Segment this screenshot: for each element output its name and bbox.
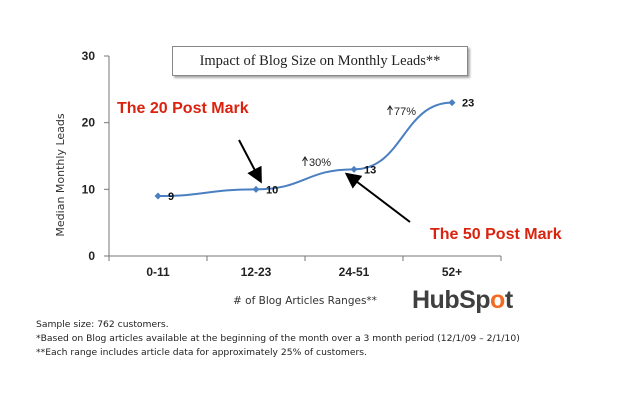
x-tick-label: 24-51 <box>339 265 370 279</box>
y-axis-label: Median Monthly Leads <box>54 113 67 236</box>
arrow-to-20-post-mark-icon <box>238 139 262 184</box>
chart-title-box: Impact of Blog Size on Monthly Leads** <box>172 46 468 76</box>
hubspot-logo: HubSpot <box>412 286 513 315</box>
footnote-asterisk-2: **Each range includes article data for a… <box>36 347 367 358</box>
pct-change-77-label: 77% <box>394 106 416 118</box>
logo-text-end: t <box>504 286 513 314</box>
pct-change-30: 30% <box>302 156 331 169</box>
x-axis-ticks: 0-11 12-23 24-51 52+ <box>108 256 502 279</box>
data-point <box>448 99 456 107</box>
series-line <box>157 101 453 197</box>
data-point <box>252 185 260 193</box>
y-tick-label: 20 <box>82 116 96 130</box>
y-axis-ticks: 0 10 20 30 <box>82 49 109 263</box>
annotation-20-post-mark: The 20 Post Mark <box>117 100 249 117</box>
annotation-50-post-mark: The 50 Post Mark <box>430 226 562 243</box>
footnotes: Sample size: 762 customers. *Based on Bl… <box>36 318 520 360</box>
pct-change-30-label: 30% <box>309 157 331 169</box>
up-arrow-icon <box>387 105 393 115</box>
chart-title: Impact of Blog Size on Monthly Leads** <box>199 53 441 69</box>
x-tick-label: 0-11 <box>146 265 170 279</box>
footnote-sample-size: Sample size: 762 customers. <box>36 319 169 330</box>
series-median-leads: 9 10 13 23 <box>154 98 474 203</box>
y-tick-label: 30 <box>82 49 96 63</box>
pct-change-77: 77% <box>387 105 416 118</box>
data-label: 10 <box>266 184 278 196</box>
data-point <box>350 165 358 173</box>
x-tick-label: 52+ <box>442 265 462 279</box>
x-axis-label: # of Blog Articles Ranges** <box>233 295 377 307</box>
logo-sprocket-o: o <box>490 286 505 314</box>
up-arrow-icon <box>302 156 308 166</box>
y-tick-label: 0 <box>88 249 95 263</box>
logo-text-start: HubSp <box>412 286 491 314</box>
data-point <box>154 192 162 200</box>
data-label: 13 <box>364 164 376 176</box>
arrow-to-50-post-mark-icon <box>344 172 411 223</box>
footnote-asterisk-1: *Based on Blog articles available at the… <box>36 333 520 344</box>
x-tick-label: 12-23 <box>241 265 272 279</box>
y-tick-label: 10 <box>82 182 96 196</box>
data-label: 23 <box>462 98 474 110</box>
data-label: 9 <box>168 191 174 203</box>
